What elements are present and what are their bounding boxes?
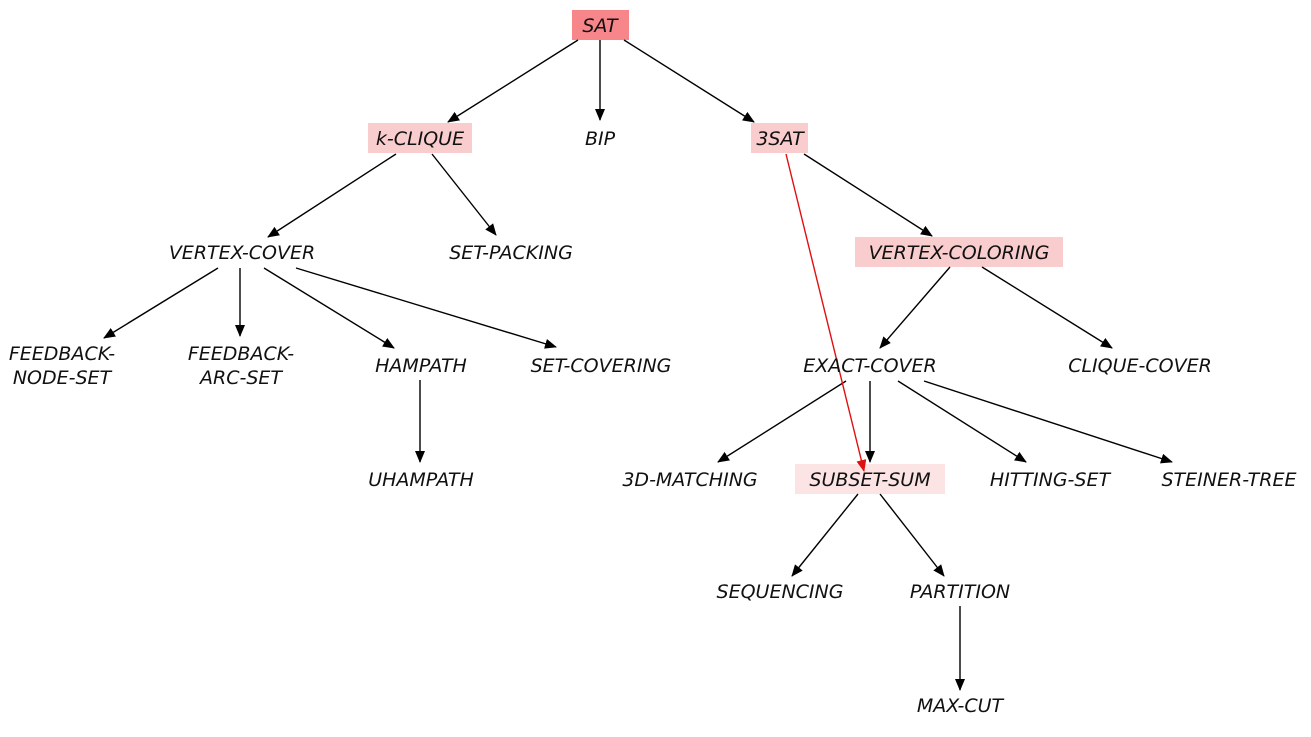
edge-vertexcover-setcovering xyxy=(295,267,557,349)
node-hampath: HAMPATH xyxy=(375,355,467,377)
edge-exactcover-3dmatching xyxy=(717,380,847,463)
subset-sum-highlight xyxy=(795,464,945,494)
node-3d-matching: 3D-MATCHING xyxy=(622,469,757,491)
node-exact-cover: EXACT-COVER xyxy=(803,355,936,377)
node-3sat: 3SAT xyxy=(756,128,805,150)
vertex-coloring-highlight xyxy=(855,237,1063,267)
edge-vertexcoloring-cliquecover xyxy=(981,266,1113,349)
node-k-clique: k-CLIQUE xyxy=(376,128,464,150)
node-partition: PARTITION xyxy=(910,581,1010,603)
node-feedback-node-set-line1: FEEDBACK- xyxy=(9,343,115,365)
edge-vertexcoloring-exactcover xyxy=(879,266,951,349)
edges xyxy=(103,39,1173,691)
node-sat: SAT xyxy=(582,15,619,37)
node-hitting-set: HITTING-SET xyxy=(990,469,1112,491)
node-vertex-cover: VERTEX-COVER xyxy=(169,242,315,264)
node-feedback-arc-set-line2: ARC-SET xyxy=(198,367,283,389)
node-steiner-tree: STEINER-TREE xyxy=(1162,469,1297,491)
node-clique-cover: CLIQUE-COVER xyxy=(1068,355,1212,377)
edge-kclique-vertexcover xyxy=(267,153,397,238)
node-subset-sum: SUBSET-SUM xyxy=(809,469,930,491)
node-vertex-coloring: VERTEX-COLORING xyxy=(869,242,1050,264)
node-feedback-arc-set-line1: FEEDBACK- xyxy=(188,343,294,365)
edge-subsetsum-partition xyxy=(879,493,945,577)
sat-highlight xyxy=(572,10,629,40)
edge-vertexcover-feedbacknodeset xyxy=(103,267,219,339)
3sat-highlight xyxy=(751,123,808,153)
node-uhampath: UHAMPATH xyxy=(368,469,474,491)
edge-exactcover-steinertree xyxy=(923,380,1173,464)
edge-exactcover-hittingset xyxy=(897,380,1027,463)
edge-3sat-vertexcoloring xyxy=(803,153,933,237)
node-bip: BIP xyxy=(585,128,616,150)
node-set-covering: SET-COVERING xyxy=(531,355,672,377)
node-set-packing: SET-PACKING xyxy=(449,242,573,264)
node-max-cut: MAX-CUT xyxy=(917,695,1005,717)
edge-sat-3sat xyxy=(623,39,755,123)
node-feedback-node-set-line2: NODE-SET xyxy=(13,367,113,389)
edge-kclique-setpacking xyxy=(431,153,497,236)
edge-3sat-subsetsum-highlight xyxy=(785,153,867,472)
node-sequencing: SEQUENCING xyxy=(717,581,844,603)
edge-subsetsum-sequencing xyxy=(791,493,859,577)
node-labels: SAT k-CLIQUE BIP 3SAT VERTEX-COVER SET-P… xyxy=(9,15,1297,717)
edge-sat-kclique xyxy=(447,39,579,123)
edge-vertexcover-hampath xyxy=(263,267,395,349)
k-clique-highlight xyxy=(368,123,472,153)
